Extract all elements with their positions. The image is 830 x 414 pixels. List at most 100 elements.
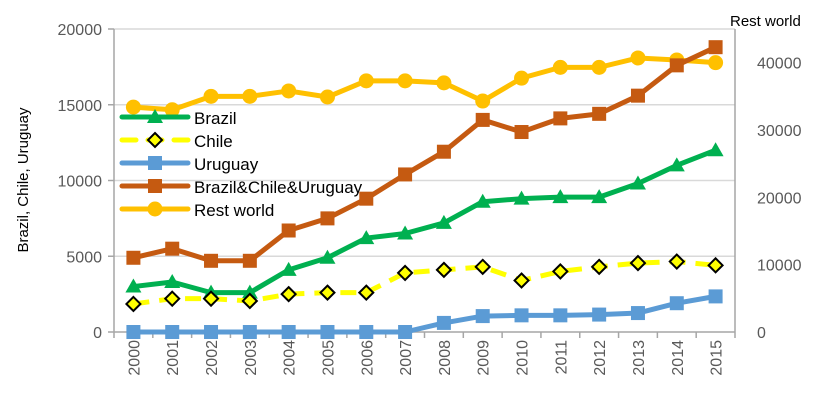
- legend-label: Brazil&Chile&Uruguay: [194, 178, 363, 197]
- data-point-uruguay: [165, 325, 180, 339]
- data-point-uruguay: [592, 307, 607, 322]
- data-point-brazil: [591, 189, 608, 204]
- data-point-uruguay: [320, 325, 335, 339]
- data-point-brazil-chile-uruguay: [398, 167, 413, 182]
- data-point-brazil-chile-uruguay: [630, 88, 645, 103]
- data-point-uruguay: [475, 309, 490, 324]
- x-tick-label: 2003: [243, 340, 260, 376]
- x-tick-label: 2013: [631, 340, 648, 376]
- gridlines: [114, 28, 735, 257]
- data-point-uruguay: [630, 306, 645, 321]
- data-point-chile: [551, 262, 569, 280]
- data-point-brazil-chile-uruguay: [553, 111, 568, 126]
- x-tick-label: 2012: [592, 340, 609, 376]
- legend-item-uruguay: Uruguay: [119, 155, 259, 174]
- legend-item-brazil: Brazil: [119, 109, 237, 128]
- data-point-chile: [319, 284, 336, 302]
- data-point-rest-world: [164, 102, 180, 118]
- legend-label: Uruguay: [194, 155, 259, 174]
- data-point-uruguay: [553, 308, 568, 323]
- y2-tick-label: 0: [757, 325, 766, 342]
- data-point-uruguay: [669, 296, 684, 311]
- data-point-brazil-chile-uruguay: [204, 253, 219, 268]
- y2-tick-label: 10000: [757, 258, 802, 275]
- legend-marker: [147, 109, 163, 123]
- data-point-brazil: [629, 175, 646, 190]
- data-point-brazil: [435, 214, 452, 229]
- data-point-chile: [629, 254, 647, 272]
- legend-marker: [147, 201, 163, 217]
- series-uruguay: [126, 289, 723, 339]
- data-point-brazil: [474, 193, 491, 208]
- data-point-uruguay: [436, 315, 451, 330]
- x-tick-label: 2015: [709, 340, 726, 376]
- y2-axis-label: Rest world: [730, 13, 801, 30]
- data-point-chile: [357, 284, 375, 302]
- series-chile: [124, 253, 725, 313]
- y-tick-label: 5000: [66, 249, 102, 266]
- data-point-rest-world: [436, 75, 452, 91]
- data-point-brazil: [668, 157, 685, 172]
- data-point-uruguay: [514, 308, 529, 323]
- x-tick-label: 2007: [398, 340, 415, 376]
- x-tick-label: 2005: [320, 340, 337, 376]
- data-point-brazil-chile-uruguay: [126, 250, 141, 265]
- data-point-brazil: [358, 230, 375, 245]
- legend-label: Rest world: [194, 201, 274, 220]
- data-point-brazil: [241, 284, 258, 299]
- legend-item-chile: Chile: [119, 131, 233, 151]
- data-point-brazil-chile-uruguay: [592, 106, 607, 121]
- x-tick-label: 2011: [553, 340, 570, 375]
- data-point-rest-world: [591, 59, 607, 75]
- data-point-uruguay: [242, 325, 257, 339]
- data-point-brazil-chile-uruguay: [165, 241, 180, 256]
- y2-tick-label: 30000: [757, 123, 802, 140]
- data-point-chile: [513, 272, 530, 289]
- data-point-brazil-chile-uruguay: [436, 144, 451, 159]
- data-point-rest-world: [514, 70, 530, 86]
- x-tick-label: 2009: [476, 340, 493, 376]
- legend-marker: [146, 131, 164, 149]
- data-point-chile: [202, 290, 220, 308]
- legend-item-brazil-chile-uruguay: Brazil&Chile&Uruguay: [119, 178, 363, 197]
- data-point-rest-world: [708, 55, 724, 71]
- data-point-rest-world: [125, 99, 141, 115]
- data-point-rest-world: [319, 89, 335, 105]
- data-point-uruguay: [204, 325, 219, 339]
- data-point-rest-world: [475, 93, 491, 109]
- y-tick-label: 15000: [58, 98, 103, 115]
- data-point-rest-world: [242, 88, 258, 104]
- legend-label: Chile: [194, 132, 233, 151]
- y-tick-label: 10000: [58, 174, 103, 191]
- data-point-chile: [396, 264, 414, 282]
- data-point-chile: [124, 295, 142, 313]
- data-point-brazil-chile-uruguay: [514, 125, 529, 140]
- y2-tick-label: 20000: [757, 190, 802, 207]
- data-point-rest-world: [552, 59, 568, 75]
- data-point-rest-world: [203, 88, 219, 104]
- data-point-rest-world: [397, 73, 413, 89]
- data-point-chile: [241, 292, 259, 310]
- axes: 0 5000 10000 15000 20000 0 10000 20000 30000 4000…: [58, 22, 802, 376]
- data-point-brazil: [164, 274, 181, 289]
- data-point-chile: [474, 258, 492, 276]
- legend: Brazil Chile Uruguay Brazil&Chile&Uruguay Re…: [119, 109, 363, 220]
- series-line-uruguay: [133, 293, 717, 335]
- x-tick-label: 2000: [126, 340, 143, 376]
- x-tick-label: 2010: [515, 340, 532, 376]
- series-line-brazil-chile-uruguay: [132, 44, 717, 264]
- data-point-brazil-chile-uruguay: [708, 40, 723, 55]
- data-point-brazil-chile-uruguay: [475, 112, 490, 127]
- legend-item-rest-world: Rest world: [119, 201, 274, 220]
- data-point-uruguay: [359, 325, 374, 339]
- legend-marker: [148, 156, 162, 170]
- x-tick-label: 2001: [165, 340, 182, 376]
- series-line-rest-world: [133, 55, 716, 113]
- series-brazil-chile-uruguay: [126, 40, 723, 268]
- data-point-brazil: [280, 261, 297, 276]
- y-tick-label: 20000: [58, 22, 103, 39]
- data-point-uruguay: [126, 325, 141, 339]
- data-point-brazil-chile-uruguay: [281, 223, 296, 238]
- x-tick-label: 2008: [437, 340, 454, 376]
